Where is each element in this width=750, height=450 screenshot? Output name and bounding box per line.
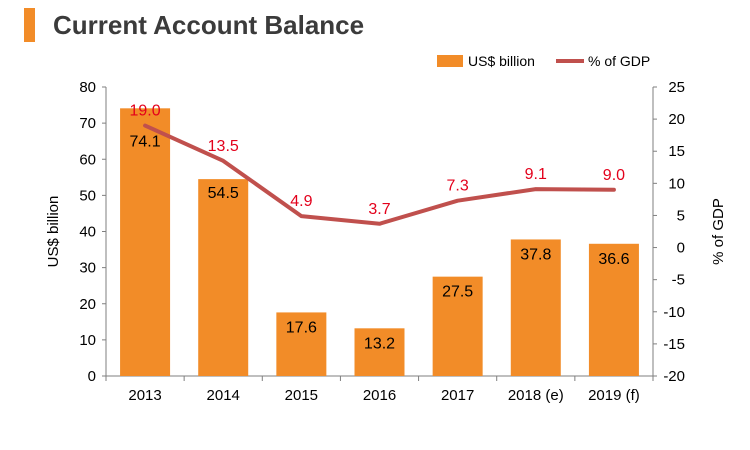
y-tick-label: 70 [79, 115, 96, 132]
bar [510, 239, 561, 376]
bar [354, 328, 405, 376]
y2-tick-label: -15 [663, 336, 685, 353]
y2-tick-label: 25 [668, 79, 685, 96]
line-value-label: 13.5 [208, 138, 239, 155]
line-value-label: 7.3 [447, 178, 469, 195]
chart-title: Current Account Balance [53, 10, 365, 40]
y-tick-label: 0 [88, 368, 96, 385]
x-tick-label: 2014 [207, 387, 240, 404]
y-axis-title: US$ billion [45, 196, 62, 268]
x-tick-label: 2016 [363, 387, 396, 404]
bar-value-label: 54.5 [208, 185, 239, 202]
bar-value-label: 27.5 [442, 284, 473, 301]
y2-tick-label: -5 [672, 272, 685, 289]
y-tick-label: 80 [79, 79, 96, 96]
y2-tick-label: 20 [668, 111, 685, 128]
title-accent-bar [24, 8, 35, 42]
x-tick-label: 2013 [128, 387, 161, 404]
bar [588, 243, 639, 376]
bar-value-label: 37.8 [520, 246, 551, 263]
bar-value-label: 17.6 [286, 319, 317, 336]
legend-label-bar: US$ billion [468, 53, 535, 69]
y-tick-label: 20 [79, 296, 96, 313]
y-tick-label: 30 [79, 260, 96, 277]
line-value-label: 9.1 [525, 166, 547, 183]
y2-tick-label: 15 [668, 143, 685, 160]
y2-tick-label: -20 [663, 368, 685, 385]
line-value-label: 19.0 [130, 103, 161, 120]
line-value-label: 9.0 [603, 167, 625, 184]
x-tick-label: 2018 (e) [508, 387, 564, 404]
x-tick-label: 2019 (f) [588, 387, 640, 404]
line-value-label: 4.9 [290, 193, 312, 210]
bar-value-label: 13.2 [364, 335, 395, 352]
y2-tick-label: 0 [677, 240, 685, 257]
gdp-line [143, 123, 616, 226]
bar [120, 108, 171, 376]
y-tick-label: 50 [79, 187, 96, 204]
y-tick-label: 40 [79, 224, 96, 241]
y2-tick-label: -10 [663, 304, 685, 321]
y2-axis-title: % of GDP [710, 198, 727, 265]
y2-tick-label: 10 [668, 175, 685, 192]
legend-label-line: % of GDP [588, 53, 650, 69]
bar-value-label: 74.1 [130, 133, 161, 150]
line-value-label: 3.7 [368, 201, 390, 218]
bar-value-label: 36.6 [598, 251, 629, 268]
bar [432, 276, 483, 376]
bar [198, 179, 249, 376]
legend-swatch-bar [437, 55, 463, 67]
y-tick-label: 60 [79, 151, 96, 168]
y-tick-label: 10 [79, 332, 96, 349]
bar [276, 312, 327, 376]
y2-tick-label: 5 [677, 207, 685, 224]
x-tick-label: 2015 [285, 387, 318, 404]
x-tick-label: 2017 [441, 387, 474, 404]
